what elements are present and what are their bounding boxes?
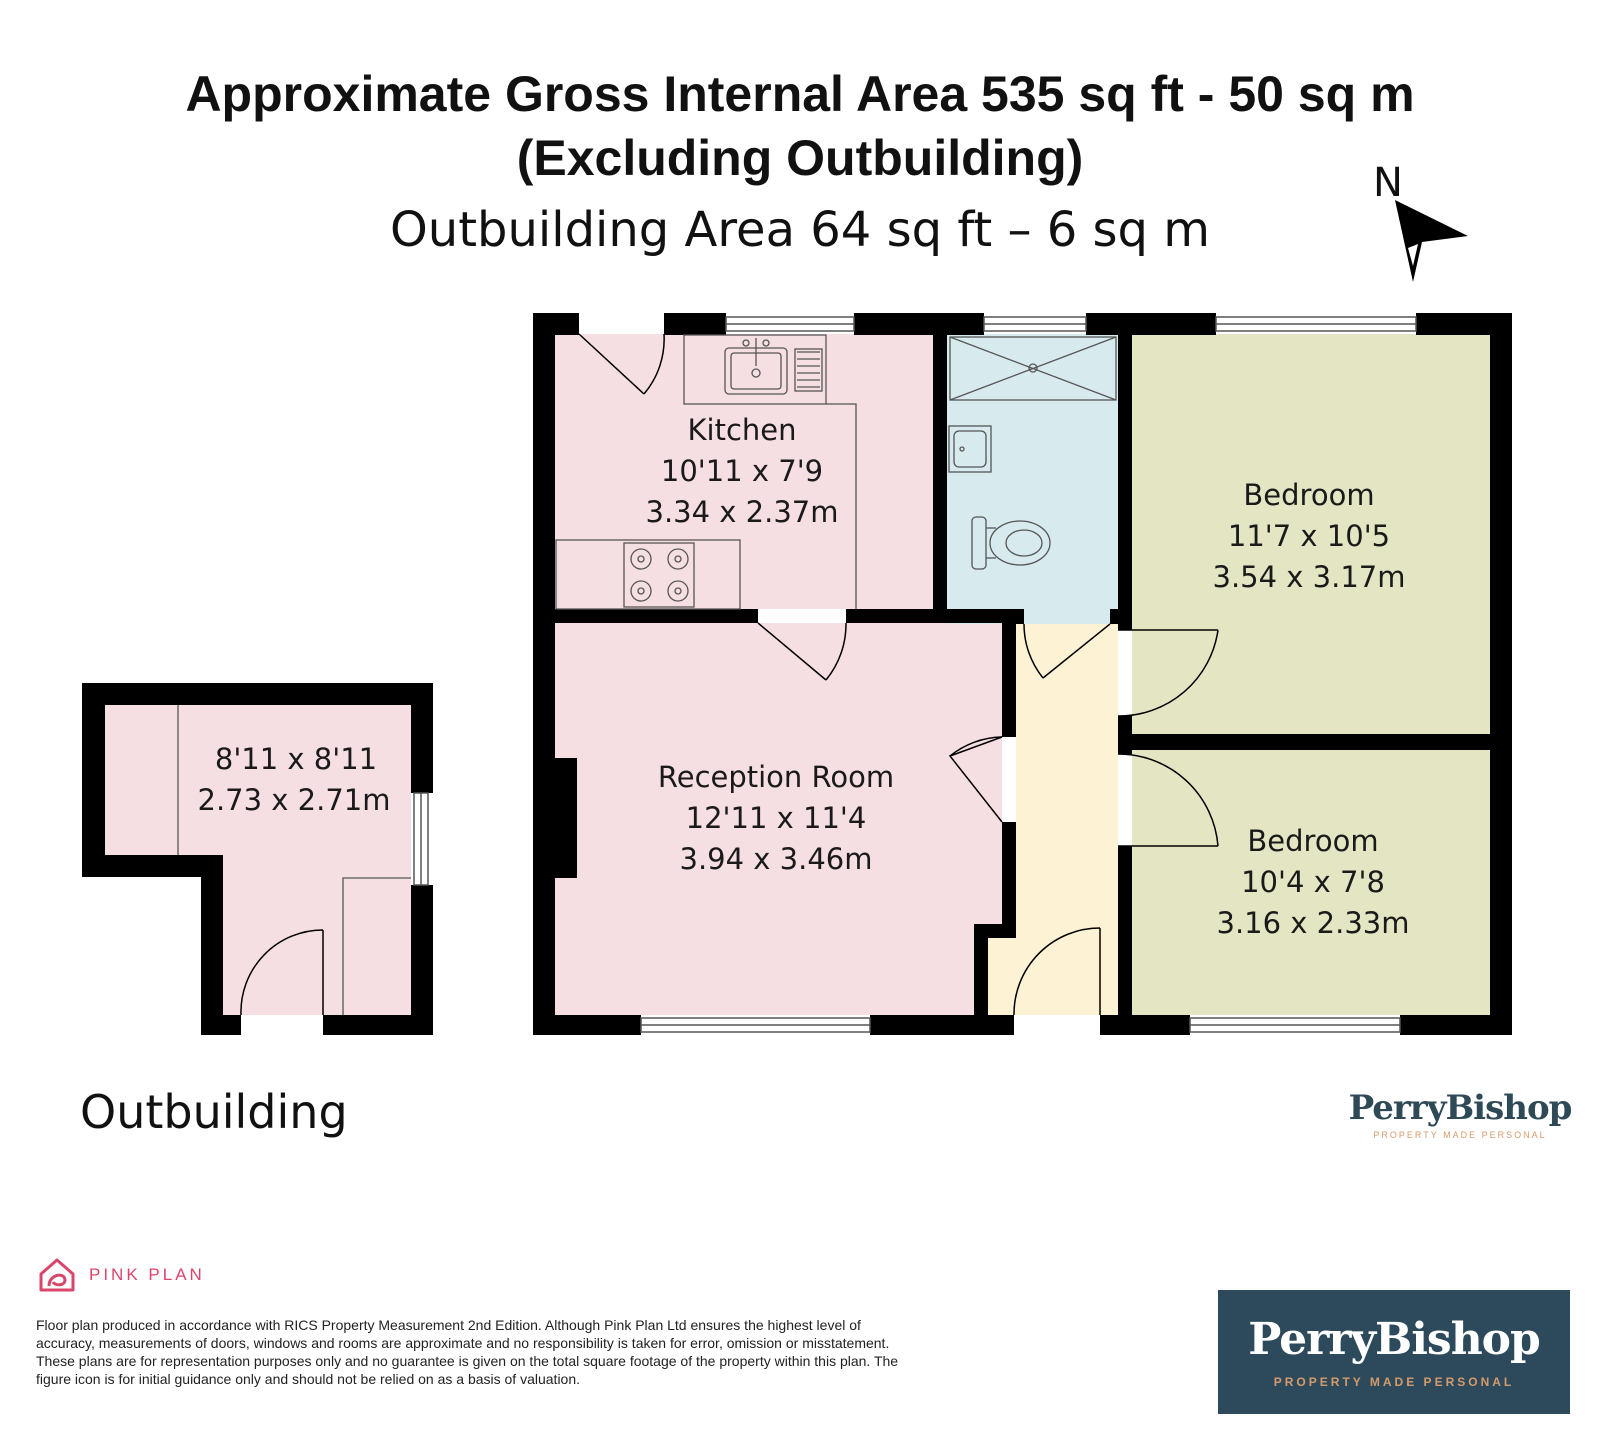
outbuilding-walls <box>82 683 433 1035</box>
bathroom-door <box>1023 623 1111 679</box>
windows <box>640 316 1417 1033</box>
agent-logo-small: PerryBishop PROPERTY MADE PERSONAL <box>1340 1088 1580 1140</box>
agent-logo-large: PerryBishop PROPERTY MADE PERSONAL <box>1218 1290 1570 1414</box>
pink-plan-house-icon <box>39 1258 75 1292</box>
bedroom1-metric: 3.54 x 3.17m <box>1213 560 1406 594</box>
bathroom-floor <box>947 334 1123 624</box>
pink-plan-brand: PINK PLAN <box>37 1256 205 1294</box>
bedroom2-door <box>1117 753 1219 847</box>
reception-metric: 3.94 x 3.46m <box>680 842 873 876</box>
compass: N <box>1373 160 1468 282</box>
kitchen-imperial: 10'11 x 7'9 <box>661 454 823 488</box>
agent-name: PerryBishop <box>1348 1088 1573 1128</box>
reception-name: Reception Room <box>658 760 894 794</box>
agent-name-large: PerryBishop <box>1248 1314 1541 1365</box>
lower-worktop <box>555 539 741 610</box>
bedroom2-metric: 3.16 x 2.33m <box>1217 906 1410 940</box>
kitchen-name: Kitchen <box>688 413 797 447</box>
outbuilding-metric: 2.73 x 2.71m <box>198 783 391 817</box>
plan-header: Approximate Gross Internal Area 535 sq f… <box>0 62 1600 266</box>
outbuilding-floor <box>105 705 411 1015</box>
reception-floor <box>555 623 1002 1015</box>
shower-tray-icon <box>949 336 1117 401</box>
basin-icon <box>948 425 992 473</box>
outbuilding <box>82 683 433 1035</box>
gross-area-title: Approximate Gross Internal Area 535 sq f… <box>185 66 1415 122</box>
hob-icon <box>623 542 695 608</box>
excluding-note: (Excluding Outbuilding) <box>516 130 1084 186</box>
toilet-icon <box>971 516 987 570</box>
agent-tagline-large: PROPERTY MADE PERSONAL <box>1273 1375 1515 1389</box>
pink-plan-name: PINK PLAN <box>89 1265 205 1284</box>
kitchen-metric: 3.34 x 2.37m <box>646 495 839 529</box>
bedroom2-floor <box>1132 750 1490 1015</box>
kitchen-side-door <box>578 333 665 395</box>
reception-imperial: 12'11 x 11'4 <box>686 801 867 835</box>
hallway-lobby-floor <box>988 938 1028 1015</box>
bedroom1-imperial: 11'7 x 10'5 <box>1228 519 1390 553</box>
outbuilding-label: Outbuilding <box>80 1085 348 1139</box>
north-arrow-icon <box>1395 200 1468 282</box>
outbuilding-area: Outbuilding Area 64 sq ft – 6 sq m <box>389 202 1210 258</box>
kitchen-fittings <box>555 334 857 610</box>
bedroom1-floor <box>1132 334 1490 734</box>
room-labels: Kitchen 10'11 x 7'9 3.34 x 2.37m Recepti… <box>198 413 1410 940</box>
bedroom2-name: Bedroom <box>1247 824 1378 858</box>
reception-hall-door <box>948 736 1003 823</box>
agent-tagline: PROPERTY MADE PERSONAL <box>1373 1130 1547 1140</box>
main-walls <box>533 313 1512 1035</box>
kitchen-reception-door <box>757 622 847 681</box>
bedroom2-imperial: 10'4 x 7'8 <box>1241 865 1385 899</box>
front-door <box>1013 927 1101 1016</box>
kitchen-worktop <box>683 334 827 405</box>
bedroom1-name: Bedroom <box>1243 478 1374 512</box>
drainer-icon <box>794 348 823 392</box>
outbuilding-imperial: 8'11 x 8'11 <box>215 742 377 776</box>
doors <box>578 333 1219 1016</box>
disclaimer-text: Floor plan produced in accordance with R… <box>36 1317 899 1387</box>
kitchen-floor <box>555 334 933 609</box>
room-fills <box>555 334 1490 1015</box>
bedroom1-door <box>1117 629 1219 717</box>
compass-north-label: N <box>1373 160 1403 206</box>
outbuilding-fittings <box>177 705 411 1015</box>
hallway-floor <box>1016 624 1118 1015</box>
outbuilding-door <box>240 929 324 1016</box>
bathroom-fittings <box>948 336 1117 570</box>
